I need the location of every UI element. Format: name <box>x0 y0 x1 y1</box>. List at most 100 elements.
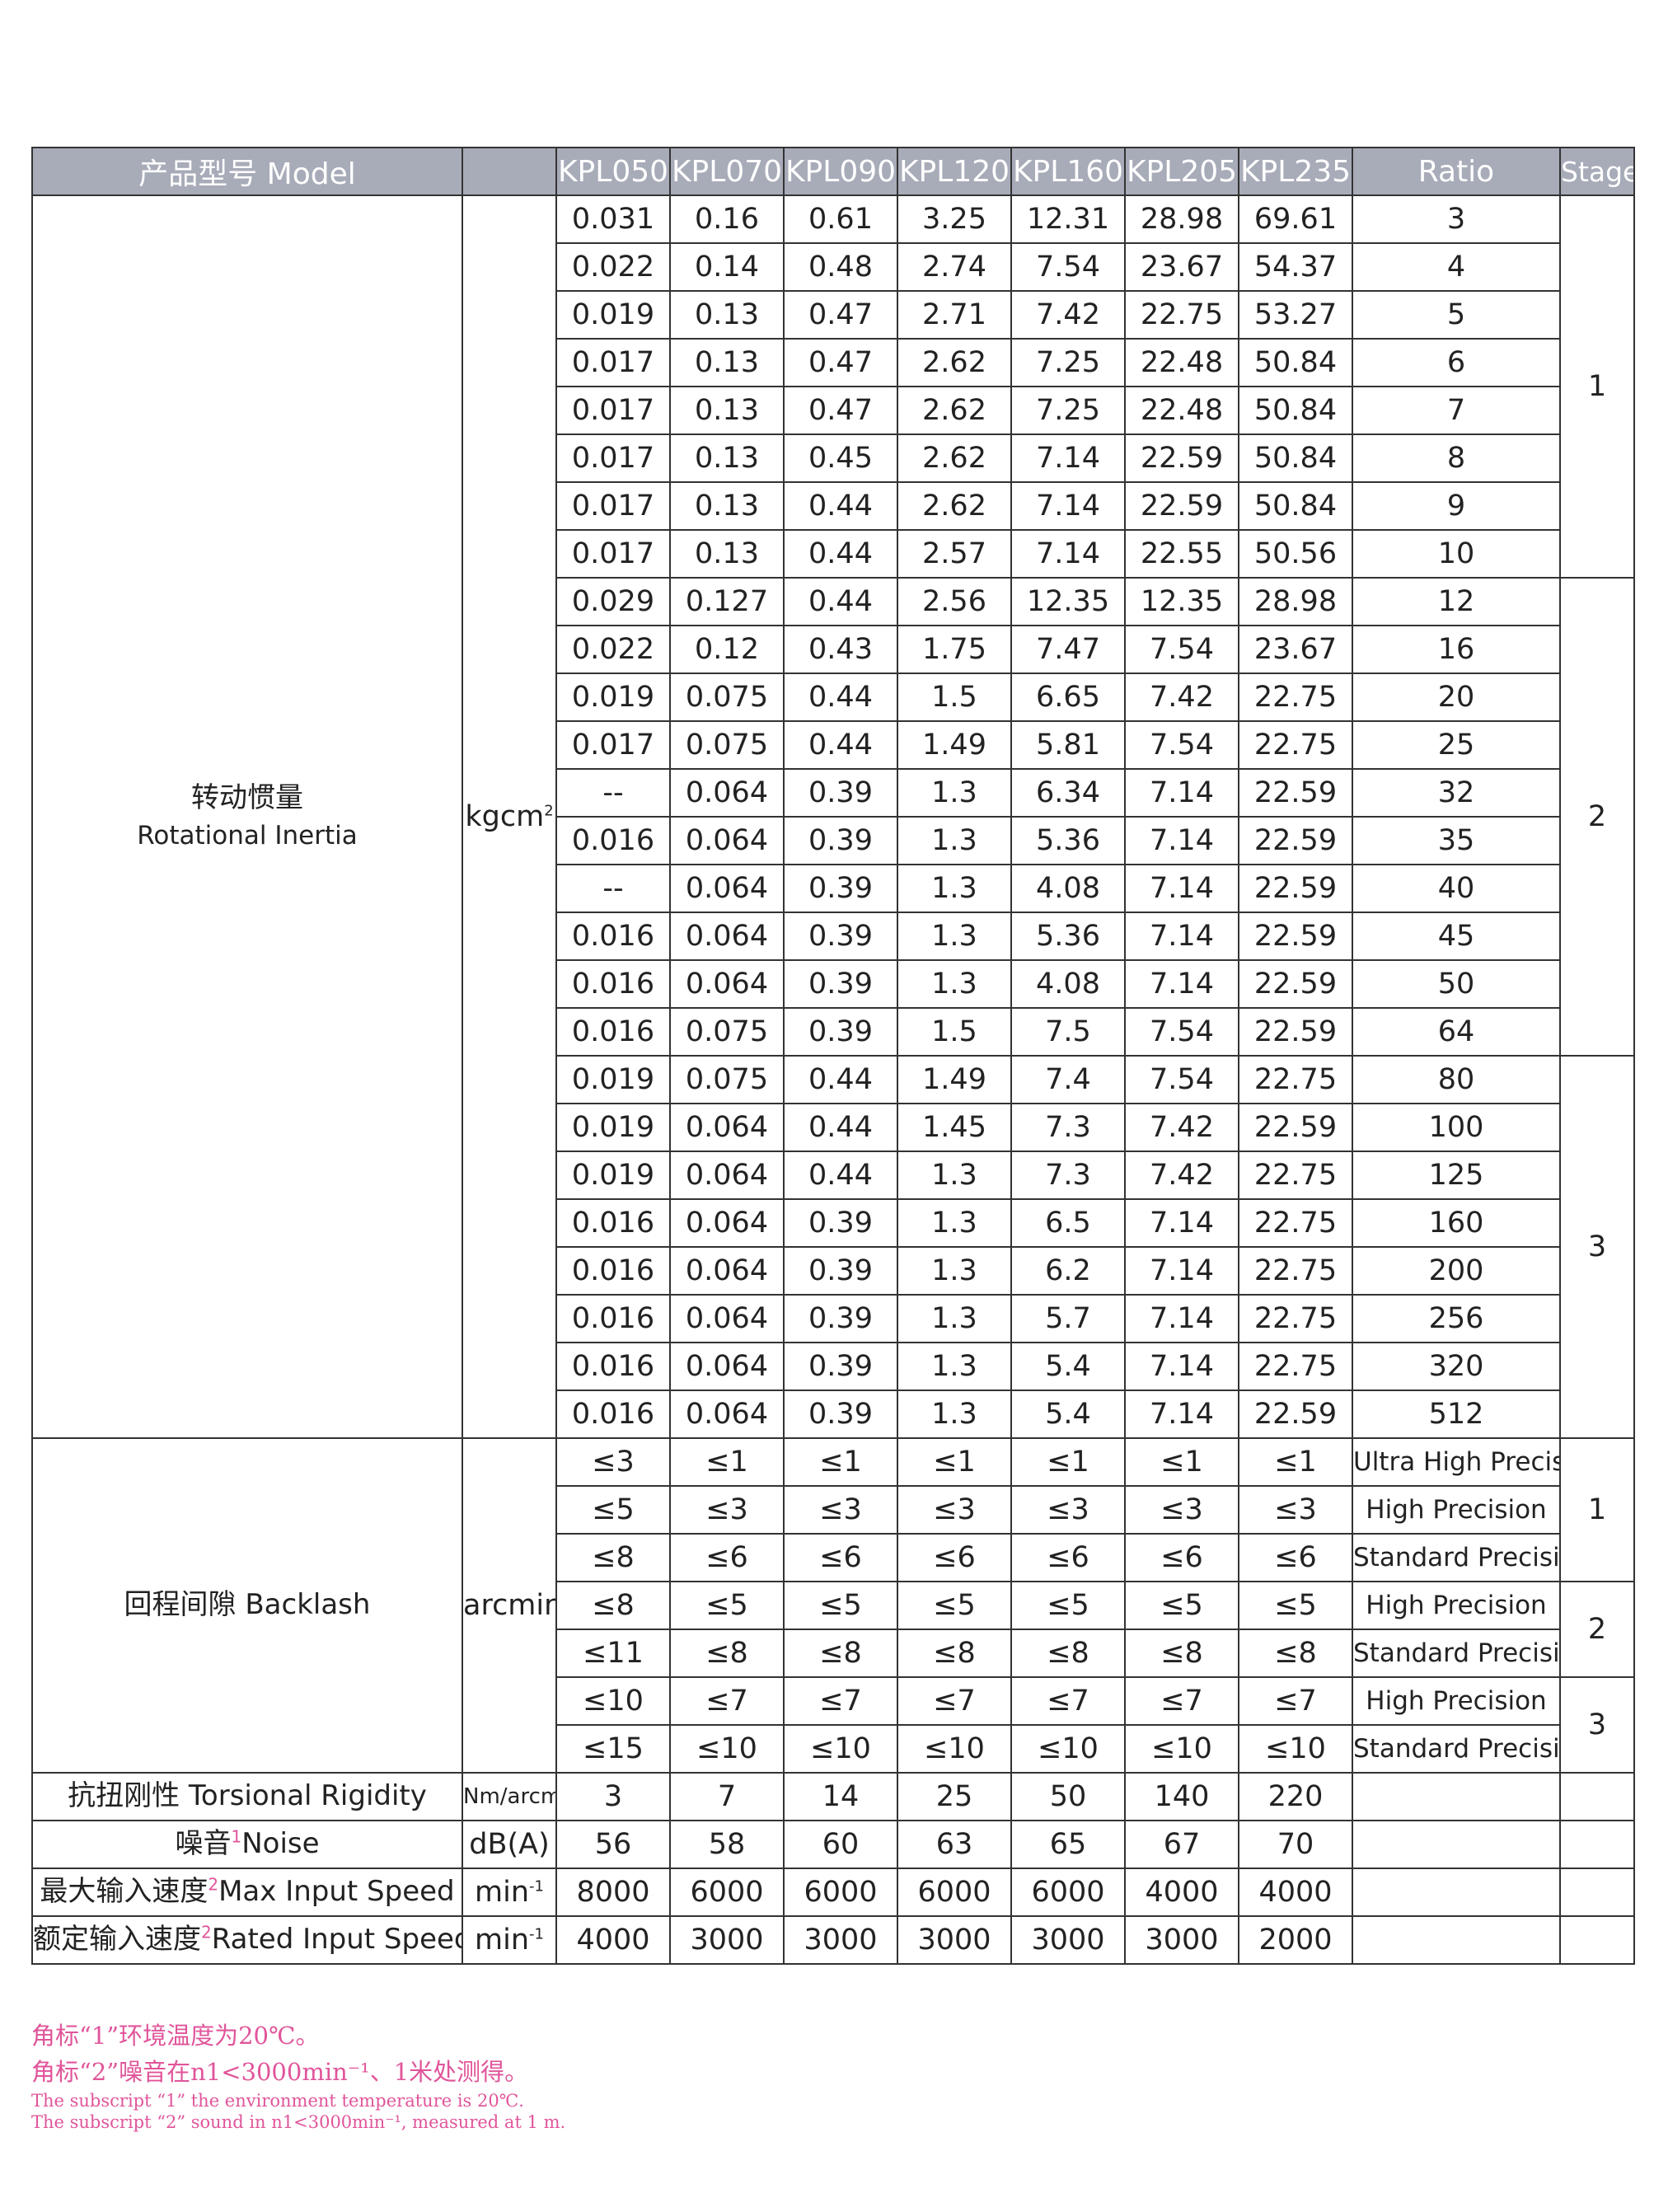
value-cell: 0.44 <box>783 720 898 770</box>
value-cell: 5.81 <box>1010 720 1126 770</box>
value-cell: 0.13 <box>669 433 785 483</box>
stage-cell: 3 <box>1559 1055 1635 1439</box>
ratio-cell: 256 <box>1352 1294 1561 1343</box>
value-cell: 54.37 <box>1238 242 1353 292</box>
value-cell: ≤6 <box>1124 1533 1239 1582</box>
value-cell: 2.71 <box>897 290 1012 340</box>
value-cell: 3000 <box>783 1915 898 1965</box>
table-row: 0.016 0.064 0.39 1.3 6.2 7.14 22.75 200 <box>32 1246 1634 1296</box>
ratio-cell: Standard Precision <box>1352 1533 1561 1582</box>
value-cell: 0.075 <box>669 673 785 722</box>
value-cell: 1.3 <box>897 1294 1012 1343</box>
value-cell: 0.075 <box>669 720 785 770</box>
single-row-label-text: 抗扭刚性 Torsional Rigidity <box>68 1779 427 1813</box>
value-cell: 0.016 <box>555 1342 671 1391</box>
table-row: 0.019 0.064 0.44 1.45 7.3 7.42 22.59 100 <box>32 1103 1634 1152</box>
value-cell: 63 <box>897 1820 1012 1869</box>
value-cell: 22.59 <box>1238 912 1353 961</box>
backlash-unit: arcmin <box>462 1437 557 1774</box>
value-cell: 7.14 <box>1124 1294 1239 1343</box>
value-cell: 7.14 <box>1124 912 1239 961</box>
table-row: 0.016 0.064 0.39 1.3 5.36 7.14 22.59 35 <box>32 816 1634 865</box>
value-cell: 0.39 <box>783 1342 898 1391</box>
value-cell: 0.016 <box>555 816 671 865</box>
value-cell: ≤5 <box>555 1485 671 1535</box>
ratio-cell: 32 <box>1352 768 1561 818</box>
value-cell: ≤1 <box>669 1437 785 1487</box>
value-cell: 65 <box>1010 1820 1126 1869</box>
value-cell: 50.84 <box>1238 481 1353 531</box>
single-row-unit: Nm/arcmin <box>462 1772 557 1821</box>
value-cell: 8000 <box>555 1868 671 1917</box>
value-cell: 1.75 <box>897 625 1012 674</box>
value-cell: 0.022 <box>555 242 671 292</box>
value-cell: 5.36 <box>1010 912 1126 961</box>
value-cell: 14 <box>783 1772 898 1821</box>
ratio-cell: 100 <box>1352 1103 1561 1152</box>
value-cell: 0.029 <box>555 577 671 626</box>
value-cell: 7.14 <box>1010 433 1126 483</box>
unit-header <box>462 147 557 196</box>
table-row: 0.017 0.13 0.47 2.62 7.25 22.48 50.84 7 <box>32 386 1634 435</box>
value-cell: ≤3 <box>897 1485 1012 1535</box>
value-cell: ≤7 <box>1124 1676 1239 1726</box>
model-header-cell: KPL050 <box>555 147 671 196</box>
value-cell: 53.27 <box>1238 290 1353 340</box>
value-cell: ≤10 <box>897 1724 1012 1774</box>
value-cell: 0.39 <box>783 1390 898 1439</box>
model-header-cell: KPL120 <box>897 147 1012 196</box>
ratio-cell: 3 <box>1352 194 1561 244</box>
ratio-cell: 40 <box>1352 864 1561 913</box>
value-cell: 4000 <box>555 1915 671 1965</box>
value-cell: 5.7 <box>1010 1294 1126 1343</box>
single-row-label-cn: 额定输入速度 <box>33 1923 201 1957</box>
ratio-cell: 160 <box>1352 1198 1561 1248</box>
table-row: 0.019 0.13 0.47 2.71 7.42 22.75 53.27 5 <box>32 290 1634 340</box>
table-row: 0.016 0.064 0.39 1.3 5.7 7.14 22.75 256 <box>32 1294 1634 1343</box>
value-cell: 0.47 <box>783 338 898 387</box>
value-cell: 28.98 <box>1238 577 1353 626</box>
model-header-cell: KPL090 <box>783 147 898 196</box>
value-cell: 0.017 <box>555 433 671 483</box>
value-cell: 0.61 <box>783 194 898 244</box>
model-header-cell: KPL070 <box>669 147 785 196</box>
ratio-cell <box>1352 1772 1561 1821</box>
value-cell: 0.47 <box>783 290 898 340</box>
value-cell: 0.075 <box>669 1007 785 1057</box>
value-cell: ≤6 <box>669 1533 785 1582</box>
value-cell: 0.016 <box>555 1294 671 1343</box>
single-row-label-cn: 噪音 <box>175 1827 232 1861</box>
value-cell: 22.48 <box>1124 338 1239 387</box>
value-cell: 2.56 <box>897 577 1012 626</box>
value-cell: 22.55 <box>1124 529 1239 579</box>
table-row: 0.017 0.075 0.44 1.49 5.81 7.54 22.75 25 <box>32 720 1634 770</box>
ratio-cell: High Precision <box>1352 1485 1561 1535</box>
value-cell: ≤3 <box>783 1485 898 1535</box>
value-cell: 6000 <box>783 1868 898 1917</box>
value-cell: 1.3 <box>897 1151 1012 1200</box>
single-row-unit-text: Nm/arcmin <box>463 1784 555 1809</box>
value-cell: 0.47 <box>783 386 898 435</box>
table-row: 0.017 0.13 0.44 2.57 7.14 22.55 50.56 10 <box>32 529 1634 579</box>
ratio-cell: 7 <box>1352 386 1561 435</box>
ratio-cell: High Precision <box>1352 1581 1561 1630</box>
value-cell: 7.42 <box>1124 1151 1239 1200</box>
value-cell: 50.84 <box>1238 433 1353 483</box>
value-cell: 50 <box>1010 1772 1126 1821</box>
value-cell: 0.064 <box>669 864 785 913</box>
value-cell: ≤10 <box>1238 1724 1353 1774</box>
value-cell: 0.39 <box>783 768 898 818</box>
header-row: 产品型号 Model KPL050 KPL070 KPL090 KPL120 K… <box>31 147 1635 196</box>
value-cell: 50.84 <box>1238 338 1353 387</box>
value-cell: 0.13 <box>669 290 785 340</box>
value-cell: 0.39 <box>783 816 898 865</box>
value-cell: 0.44 <box>783 1151 898 1200</box>
value-cell: 22.59 <box>1238 959 1353 1009</box>
stage-cell <box>1559 1915 1635 1965</box>
stage-header: Stage <box>1559 147 1635 196</box>
value-cell: 2.62 <box>897 338 1012 387</box>
table-row: 0.019 0.064 0.44 1.3 7.3 7.42 22.75 125 <box>32 1151 1634 1200</box>
value-cell: 7.54 <box>1124 720 1239 770</box>
table-row: ≤5 ≤3 ≤3 ≤3 ≤3 ≤3 ≤3 High Precision <box>32 1485 1634 1535</box>
